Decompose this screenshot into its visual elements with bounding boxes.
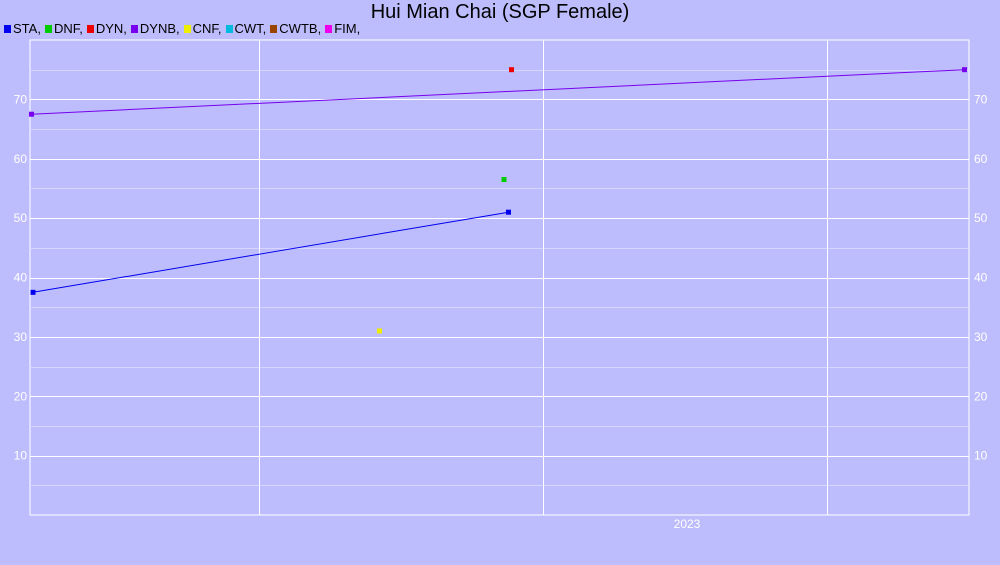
legend: STA, DNF, DYN, DYNB, CNF, CWT, CWTB, FIM,: [4, 21, 364, 36]
legend-label: DYNB,: [139, 21, 180, 36]
data-point-dyn: [509, 67, 514, 73]
legend-swatch: [44, 24, 52, 33]
legend-label: STA,: [13, 21, 41, 36]
legend-item-cnf: CNF,: [183, 21, 222, 36]
y-tick-label-right: 30: [974, 330, 988, 344]
legend-item-sta: STA,: [4, 21, 41, 36]
legend-item-dynb: DYNB,: [130, 21, 180, 36]
series-line-dynb: [31, 69, 965, 115]
legend-swatch: [4, 24, 11, 33]
legend-swatch: [325, 24, 333, 33]
legend-label: DNF,: [53, 21, 83, 36]
legend-swatch: [183, 24, 191, 33]
legend-item-dyn: DYN,: [86, 21, 127, 36]
data-point-dynb: [962, 67, 967, 73]
y-tick-label-left: 20: [14, 389, 28, 403]
y-tick-label-left: 50: [14, 211, 28, 225]
legend-item-cwtb: CWTB,: [270, 21, 321, 36]
legend-label: CWT,: [234, 21, 267, 36]
chart-title: Hui Mian Chai (SGP Female): [370, 1, 630, 23]
y-tick-label-right: 40: [974, 271, 988, 285]
y-tick-label-left: 10: [14, 449, 28, 463]
legend-label: FIM,: [334, 21, 361, 36]
legend-swatch: [130, 24, 138, 33]
y-tick-label-right: 70: [974, 92, 988, 106]
data-point-cnf: [377, 328, 382, 334]
legend-swatch: [270, 24, 278, 33]
legend-label: DYN,: [95, 21, 127, 36]
y-tick-label-left: 30: [14, 330, 28, 344]
legend-label: CWTB,: [279, 21, 322, 36]
legend-label: CNF,: [192, 21, 222, 36]
y-tick-label-left: 70: [14, 92, 28, 106]
legend-item-dnf: DNF,: [44, 21, 83, 36]
y-tick-label-right: 20: [974, 389, 988, 403]
y-tick-label-right: 10: [974, 449, 988, 463]
plot-area: [29, 39, 970, 516]
y-tick-label-right: 50: [974, 211, 988, 225]
legend-swatch: [225, 24, 233, 33]
legend-swatch: [86, 24, 94, 33]
data-point-dnf: [501, 177, 507, 183]
data-point-sta: [506, 209, 511, 215]
y-tick-label-left: 60: [14, 152, 28, 166]
y-tick-label-right: 60: [974, 152, 988, 166]
legend-item-fim: FIM,: [325, 21, 360, 36]
x-tick-label: 2023: [674, 517, 701, 531]
series-line-sta: [32, 211, 509, 293]
data-point-dynb: [29, 111, 34, 117]
y-tick-label-left: 40: [14, 271, 28, 285]
data-point-sta: [30, 289, 36, 295]
legend-item-cwt: CWT,: [225, 21, 267, 36]
